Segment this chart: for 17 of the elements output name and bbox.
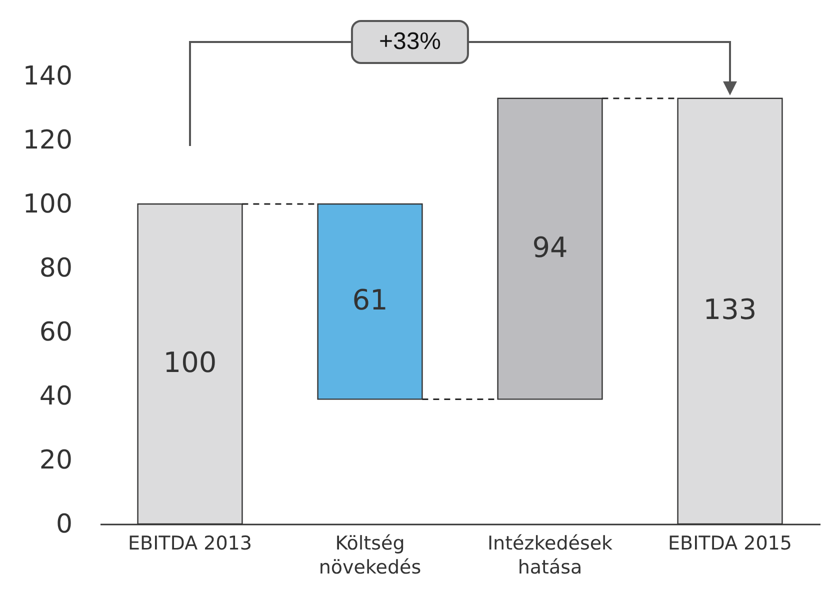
x-tick-label: EBITDA 2015 xyxy=(668,532,792,554)
text: +33% xyxy=(350,20,470,64)
y-tick-label: 140 xyxy=(22,62,72,92)
x-tick-label: Intézkedések hatása xyxy=(487,532,613,578)
x-tick-label: Költség növekedés xyxy=(318,532,422,578)
data-label: 94 xyxy=(532,230,568,264)
y-tick-label: 40 xyxy=(39,382,72,412)
data-label: 133 xyxy=(703,293,757,326)
data-label: 100 xyxy=(163,346,217,379)
data-label: 61 xyxy=(352,284,388,317)
y-tick-label: 60 xyxy=(39,318,72,348)
y-tick-label: 120 xyxy=(22,126,72,156)
y-tick-label: 80 xyxy=(39,254,72,284)
y-tick-label: 0 xyxy=(56,510,72,540)
x-tick-label: EBITDA 2013 xyxy=(128,532,252,554)
y-tick-label: 100 xyxy=(22,190,72,220)
y-tick-label: 20 xyxy=(39,446,72,476)
